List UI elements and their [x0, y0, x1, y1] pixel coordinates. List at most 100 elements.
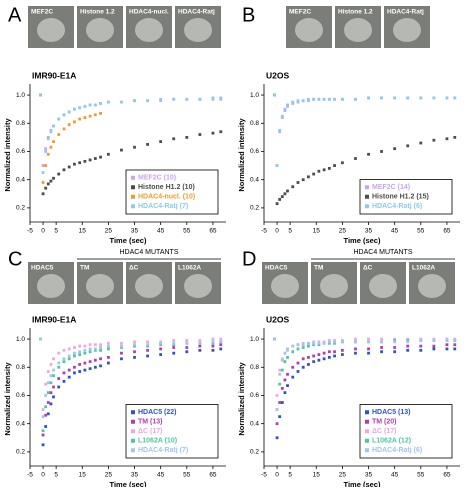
x-tick-label: 0 — [41, 228, 45, 235]
data-point — [88, 158, 92, 162]
data-point — [307, 355, 310, 359]
data-point — [93, 343, 97, 347]
data-point — [286, 103, 289, 107]
data-point — [307, 99, 310, 103]
data-point — [432, 138, 436, 142]
data-point — [354, 340, 357, 344]
x-tick-label: 35 — [365, 228, 373, 235]
data-point — [393, 339, 397, 342]
data-point — [73, 162, 76, 166]
data-point — [393, 96, 397, 100]
data-point — [62, 360, 66, 364]
data-point — [99, 346, 102, 349]
data-point — [41, 171, 45, 175]
data-point — [44, 186, 48, 190]
data-point — [93, 157, 97, 160]
data-point — [49, 145, 53, 149]
data-point — [62, 113, 66, 117]
data-point — [73, 107, 76, 111]
data-point — [296, 347, 300, 351]
y-tick-label: 1.0 — [16, 92, 25, 99]
data-point — [211, 337, 215, 341]
data-point — [73, 120, 76, 124]
legend-marker — [131, 429, 135, 434]
data-point — [286, 347, 289, 351]
micrograph-label: HDAC5 — [31, 265, 54, 272]
data-point — [280, 116, 284, 120]
x-tick-label: 15 — [313, 472, 321, 479]
x-tick-label: 25 — [339, 228, 347, 235]
data-point — [133, 340, 136, 344]
y-tick-label: 0.2 — [250, 449, 259, 456]
data-point — [283, 391, 287, 395]
data-point — [278, 368, 282, 372]
data-point — [185, 350, 189, 354]
data-point — [93, 103, 97, 107]
data-point — [301, 346, 305, 349]
y-axis-label: Normalized intensity — [237, 118, 246, 192]
data-point — [278, 401, 282, 404]
legend-label: Histone H1.2 (15) — [372, 194, 429, 201]
data-point — [73, 365, 76, 369]
data-point — [107, 355, 110, 359]
data-point — [393, 337, 397, 341]
data-point — [46, 135, 50, 139]
data-point — [49, 381, 53, 385]
data-point — [278, 415, 282, 419]
data-point — [62, 357, 66, 361]
micrograph-label: Histone 1.2 — [80, 9, 115, 16]
data-point — [73, 346, 76, 349]
x-tick-label: 35 — [131, 472, 139, 479]
data-point — [327, 167, 331, 170]
data-point — [341, 340, 344, 344]
data-point — [41, 443, 45, 447]
data-point — [406, 344, 410, 348]
x-tick-label: 5 — [54, 228, 58, 235]
data-point — [333, 340, 336, 344]
data-point — [49, 130, 53, 134]
data-point — [419, 96, 423, 100]
x-tick-label: -5 — [261, 472, 267, 479]
chart-title: U2OS — [266, 70, 289, 80]
x-axis-label: Time (sec) — [344, 236, 381, 245]
data-point — [453, 135, 457, 139]
x-tick-label: 55 — [183, 472, 191, 479]
data-point — [333, 350, 336, 354]
data-point — [354, 157, 357, 160]
legend-label: HDAC5 (13) — [372, 409, 411, 416]
data-point — [211, 97, 215, 101]
data-point — [419, 344, 423, 348]
data-point — [146, 340, 149, 344]
data-point — [301, 341, 305, 345]
y-tick-label: 0.6 — [16, 148, 25, 155]
data-point — [317, 353, 321, 356]
data-point — [67, 110, 71, 114]
x-tick-label: 5 — [54, 472, 58, 479]
y-tick-label: 0.6 — [250, 392, 259, 399]
data-point — [354, 351, 357, 355]
data-point — [133, 350, 136, 354]
data-point — [88, 367, 92, 371]
data-point — [99, 111, 102, 115]
data-point — [46, 137, 50, 141]
data-point — [99, 155, 102, 159]
group-label: HDAC4 MUTANTS — [120, 249, 179, 256]
x-tick-label: 0 — [275, 228, 279, 235]
data-point — [88, 360, 92, 364]
legend-label: MEF2C (10) — [138, 175, 176, 182]
data-point — [49, 128, 53, 132]
data-point — [406, 340, 410, 344]
data-point — [291, 365, 295, 369]
data-point — [286, 384, 289, 387]
x-tick-label: 45 — [157, 228, 165, 235]
data-point — [312, 354, 316, 358]
y-tick-label: 1.0 — [16, 336, 25, 343]
data-point — [57, 117, 61, 121]
legend-marker — [131, 410, 135, 415]
y-tick-label: 0.4 — [250, 176, 259, 183]
data-point — [280, 357, 284, 361]
legend-label: HDAC4-Ratj (7) — [138, 203, 188, 210]
data-point — [354, 97, 357, 101]
data-point — [41, 192, 45, 196]
data-point — [49, 374, 53, 378]
